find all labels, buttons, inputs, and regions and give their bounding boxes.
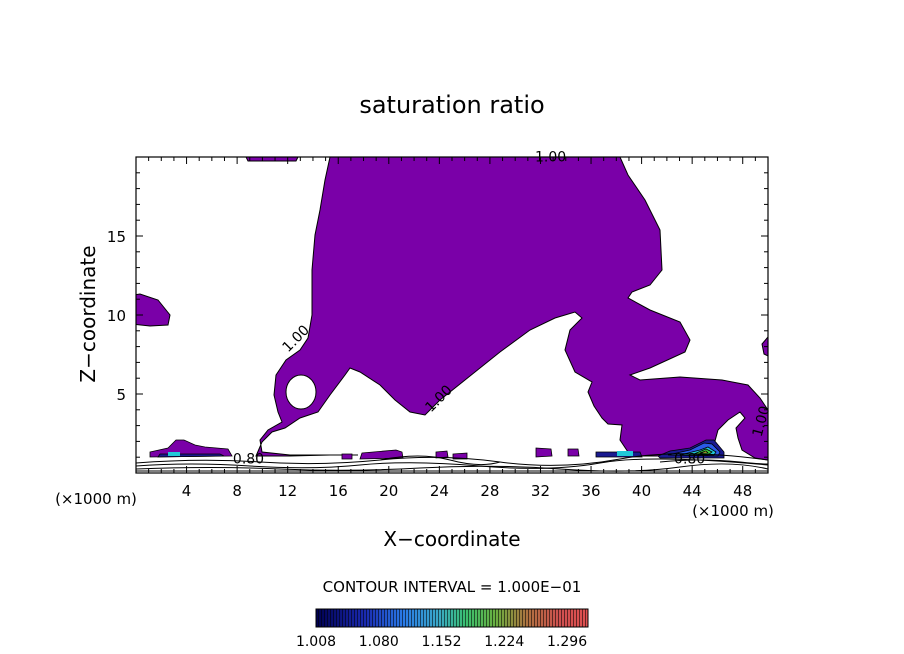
colorbar-tick-label: 1.080 — [359, 634, 399, 650]
x-unit-right: (×1000 m) — [692, 502, 774, 520]
chart-title: saturation ratio — [359, 91, 544, 119]
saturation-region-main — [255, 157, 768, 461]
axis-ticks — [135, 156, 769, 474]
y-tick-labels: 5 10 15 — [107, 228, 126, 404]
colorbar-tick-label: 1.008 — [296, 634, 336, 650]
x-tick-label: 32 — [531, 482, 550, 500]
x-tick-label: 16 — [329, 482, 348, 500]
x-tick-label: 20 — [379, 482, 398, 500]
colorbar-tick-label: 1.152 — [421, 634, 461, 650]
colorbar-tick-label: 1.296 — [547, 634, 587, 650]
x-tick-labels: 4 8 12 16 20 24 28 32 36 40 44 48 — [182, 482, 752, 500]
y-tick-label: 5 — [116, 386, 126, 404]
plot-area — [136, 157, 768, 472]
colorbar-tick-label: 1.224 — [484, 634, 524, 650]
x-tick-label: 28 — [480, 482, 499, 500]
x-tick-label: 48 — [733, 482, 752, 500]
x-tick-label: 44 — [683, 482, 702, 500]
contour-interval-text: CONTOUR INTERVAL = 1.000E−01 — [323, 578, 582, 596]
y-tick-label: 15 — [107, 228, 126, 246]
x-tick-label: 24 — [430, 482, 449, 500]
x-axis-label: X−coordinate — [383, 527, 520, 551]
saturation-region-left — [136, 293, 171, 327]
x-tick-label: 12 — [278, 482, 297, 500]
low-level-patches — [149, 439, 725, 460]
contour-label: 1.00 — [750, 404, 774, 438]
x-tick-label: 4 — [182, 482, 192, 500]
contour-label: 1.00 — [535, 150, 566, 166]
saturation-region-top — [245, 157, 299, 162]
x-tick-label: 36 — [581, 482, 600, 500]
x-tick-label: 40 — [632, 482, 651, 500]
y-axis-label: Z−coordinate — [76, 245, 100, 382]
colorbar-tick-labels: 1.008 1.080 1.152 1.224 1.296 — [296, 634, 587, 650]
x-unit-left: (×1000 m) — [55, 490, 137, 508]
y-tick-label: 10 — [107, 307, 126, 325]
unsaturated-pocket — [285, 374, 317, 410]
contour-label: 0.80 — [674, 452, 705, 468]
colorbar — [315, 608, 589, 628]
x-tick-label: 8 — [232, 482, 242, 500]
contour-label: 0.80 — [233, 452, 264, 468]
